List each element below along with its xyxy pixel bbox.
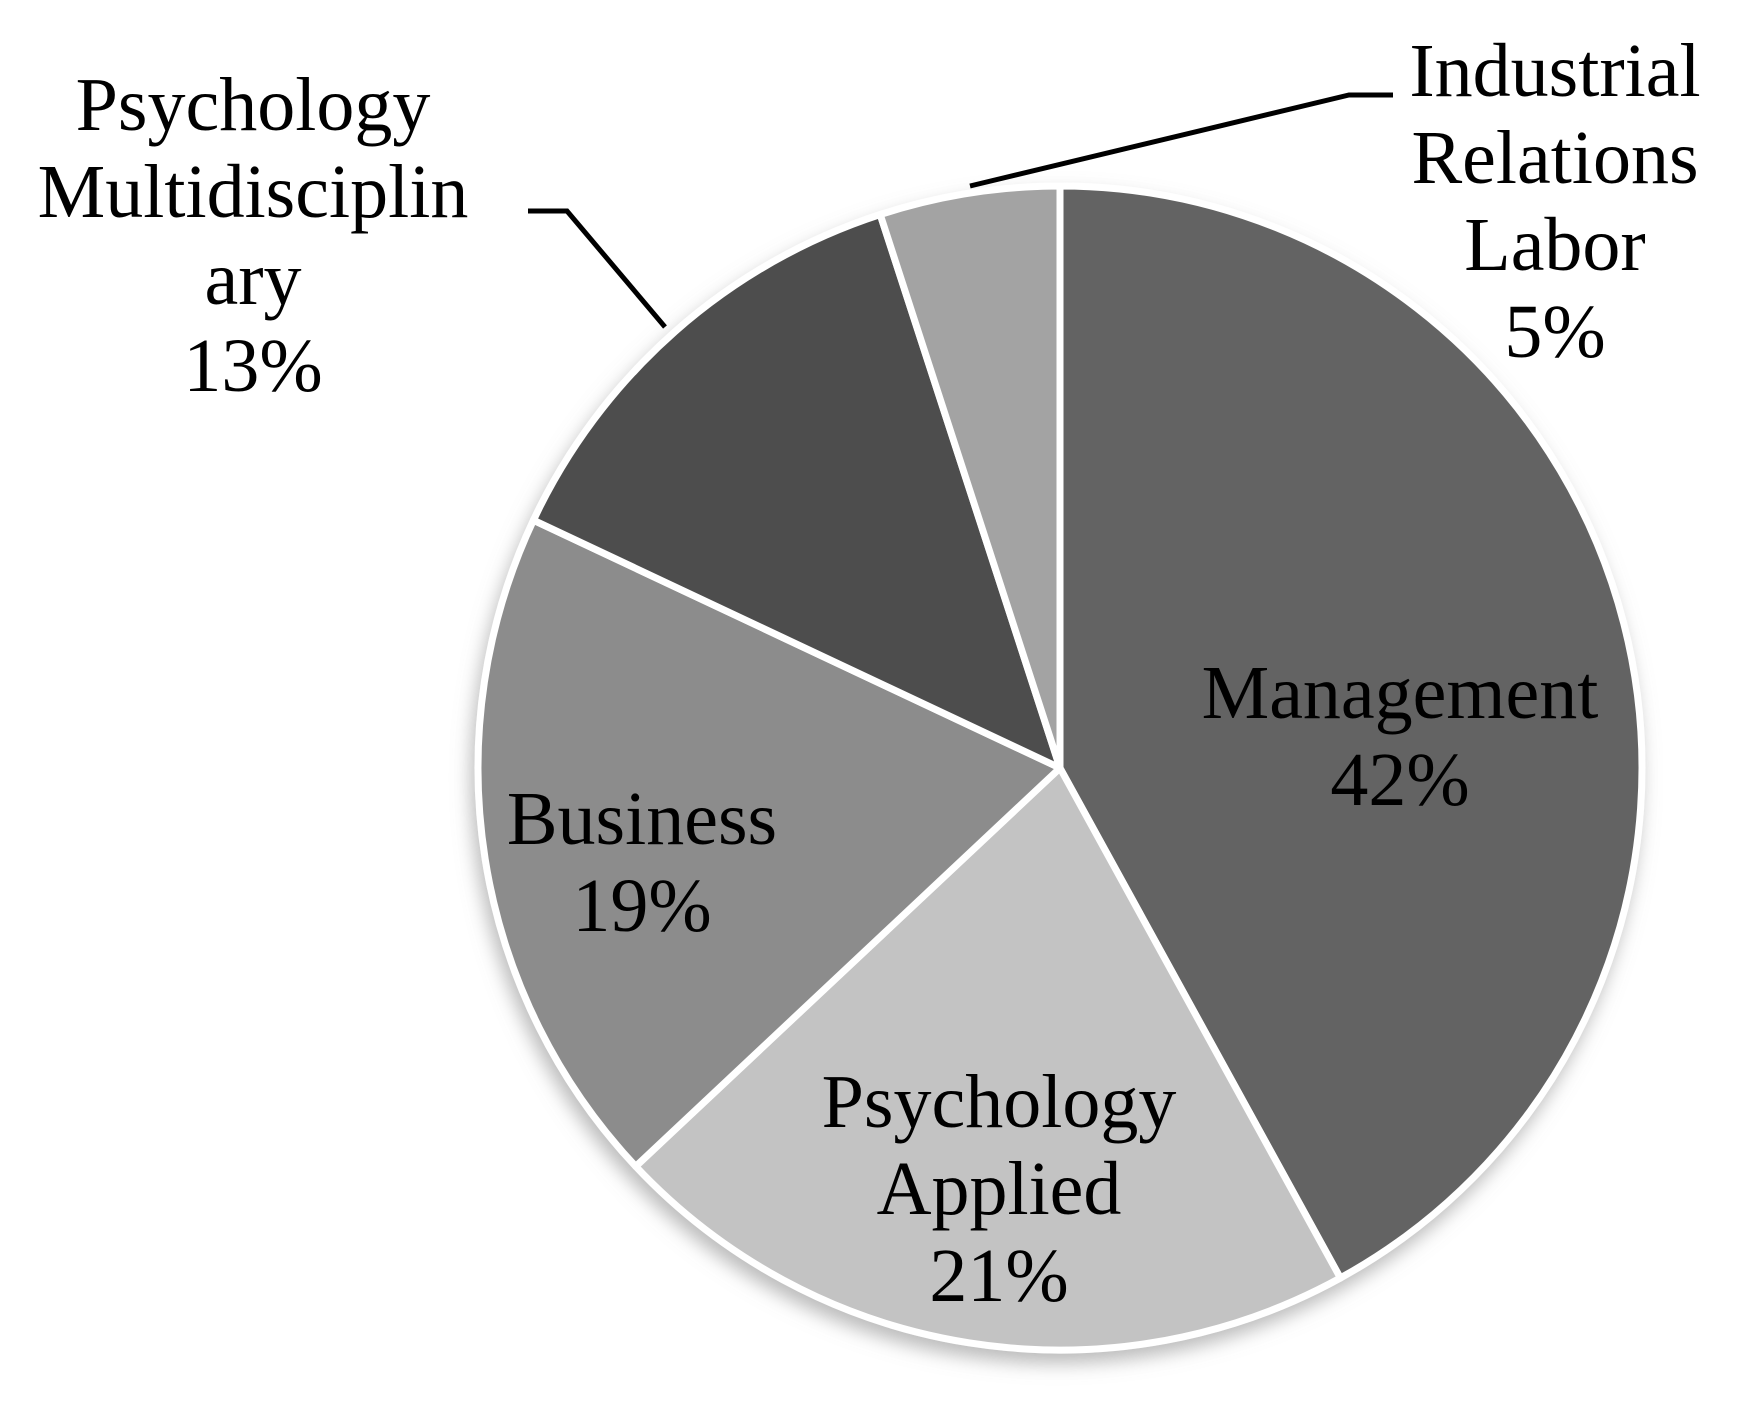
pie-slice-psychology-multidisciplinary: [529, 211, 1064, 772]
slice-label-business: Business 19%: [507, 776, 777, 950]
slice-label-line: Business: [506, 777, 778, 861]
slice-label-psychology-applied: Psychology Applied 21%: [822, 1059, 1177, 1320]
slice-label-line: Applied: [876, 1147, 1122, 1231]
slice-label-line: Industrial: [1409, 29, 1701, 113]
pie-chart: [474, 182, 1646, 1354]
slice-percent-label: 5%: [1504, 290, 1606, 374]
slice-label-line: Labor: [1464, 203, 1646, 287]
pie-slice-business: [474, 516, 1064, 1170]
slice-percent-label: 13%: [183, 324, 323, 408]
slice-label-psychology-multidisciplinary: Psychology Multidisciplin ary 13%: [38, 62, 469, 410]
slice-label-line: Psychology: [75, 63, 431, 147]
slice-label-line: Multidisciplin: [37, 150, 469, 234]
slice-label-industrial-relations-labor: Industrial Relations Labor 5%: [1409, 28, 1700, 376]
slice-percent-label: 19%: [572, 864, 712, 948]
slice-percent-label: 21%: [929, 1234, 1069, 1318]
slice-label-line: ary: [204, 237, 302, 321]
slice-label-line: Psychology: [821, 1060, 1177, 1144]
pie-slice-psychology-applied: [632, 764, 1344, 1354]
leader-line-industrial-relations-labor: [969, 92, 1393, 189]
slice-percent-label: 42%: [1330, 738, 1470, 822]
slice-label-management: Management 42%: [1202, 650, 1599, 824]
pie-slice-industrial-relations-labor: [876, 182, 1064, 772]
slice-label-line: Relations: [1411, 116, 1699, 200]
slice-label-line: Management: [1201, 651, 1599, 735]
pie-slice-management: [1056, 182, 1646, 1282]
leader-line-psychology-multidisciplinary: [528, 208, 667, 329]
